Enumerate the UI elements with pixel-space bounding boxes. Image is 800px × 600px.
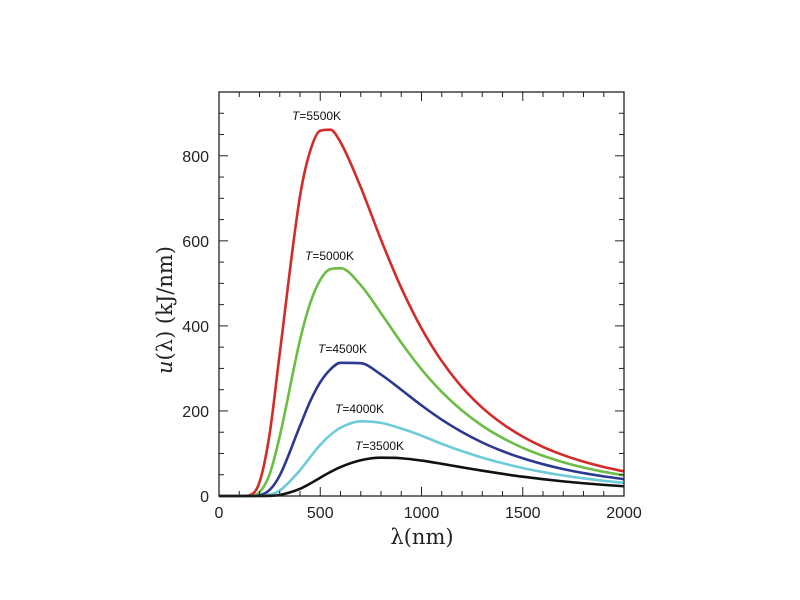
ticks	[218, 91, 625, 497]
label-4500k: T=4500K	[318, 342, 367, 356]
series-line-5500k	[219, 128, 625, 498]
y-tick-label: 600	[182, 234, 209, 251]
x-tick-label: 500	[307, 505, 334, 522]
label-5000k: T=5000K	[305, 249, 354, 263]
curves	[219, 128, 625, 498]
x-tick-label: 1000	[404, 505, 440, 522]
series-line-4500k	[219, 361, 625, 498]
x-axis-title: λ(nm)	[390, 525, 453, 549]
series-line-5000k	[219, 266, 625, 498]
y-axis-title: u(λ) (kJ/nm)	[153, 246, 177, 374]
y-tick-label: 200	[182, 404, 209, 421]
tick-labels: 0 500 1000 1500 2000 0 200 400 600 800	[182, 149, 642, 522]
curve-labels: T=5500K T=5000K T=4500K T=4000K T=3500K	[292, 109, 404, 453]
label-3500k: T=3500K	[355, 439, 404, 453]
label-5500k: T=5500K	[292, 109, 341, 123]
x-tick-label: 1500	[505, 505, 541, 522]
x-tick-label: 2000	[606, 505, 642, 522]
x-tick-label: 0	[215, 505, 224, 522]
y-tick-label: 0	[200, 489, 209, 506]
y-tick-label: 400	[182, 319, 209, 336]
label-4000k: T=4000K	[335, 402, 384, 416]
y-tick-label: 800	[182, 149, 209, 166]
